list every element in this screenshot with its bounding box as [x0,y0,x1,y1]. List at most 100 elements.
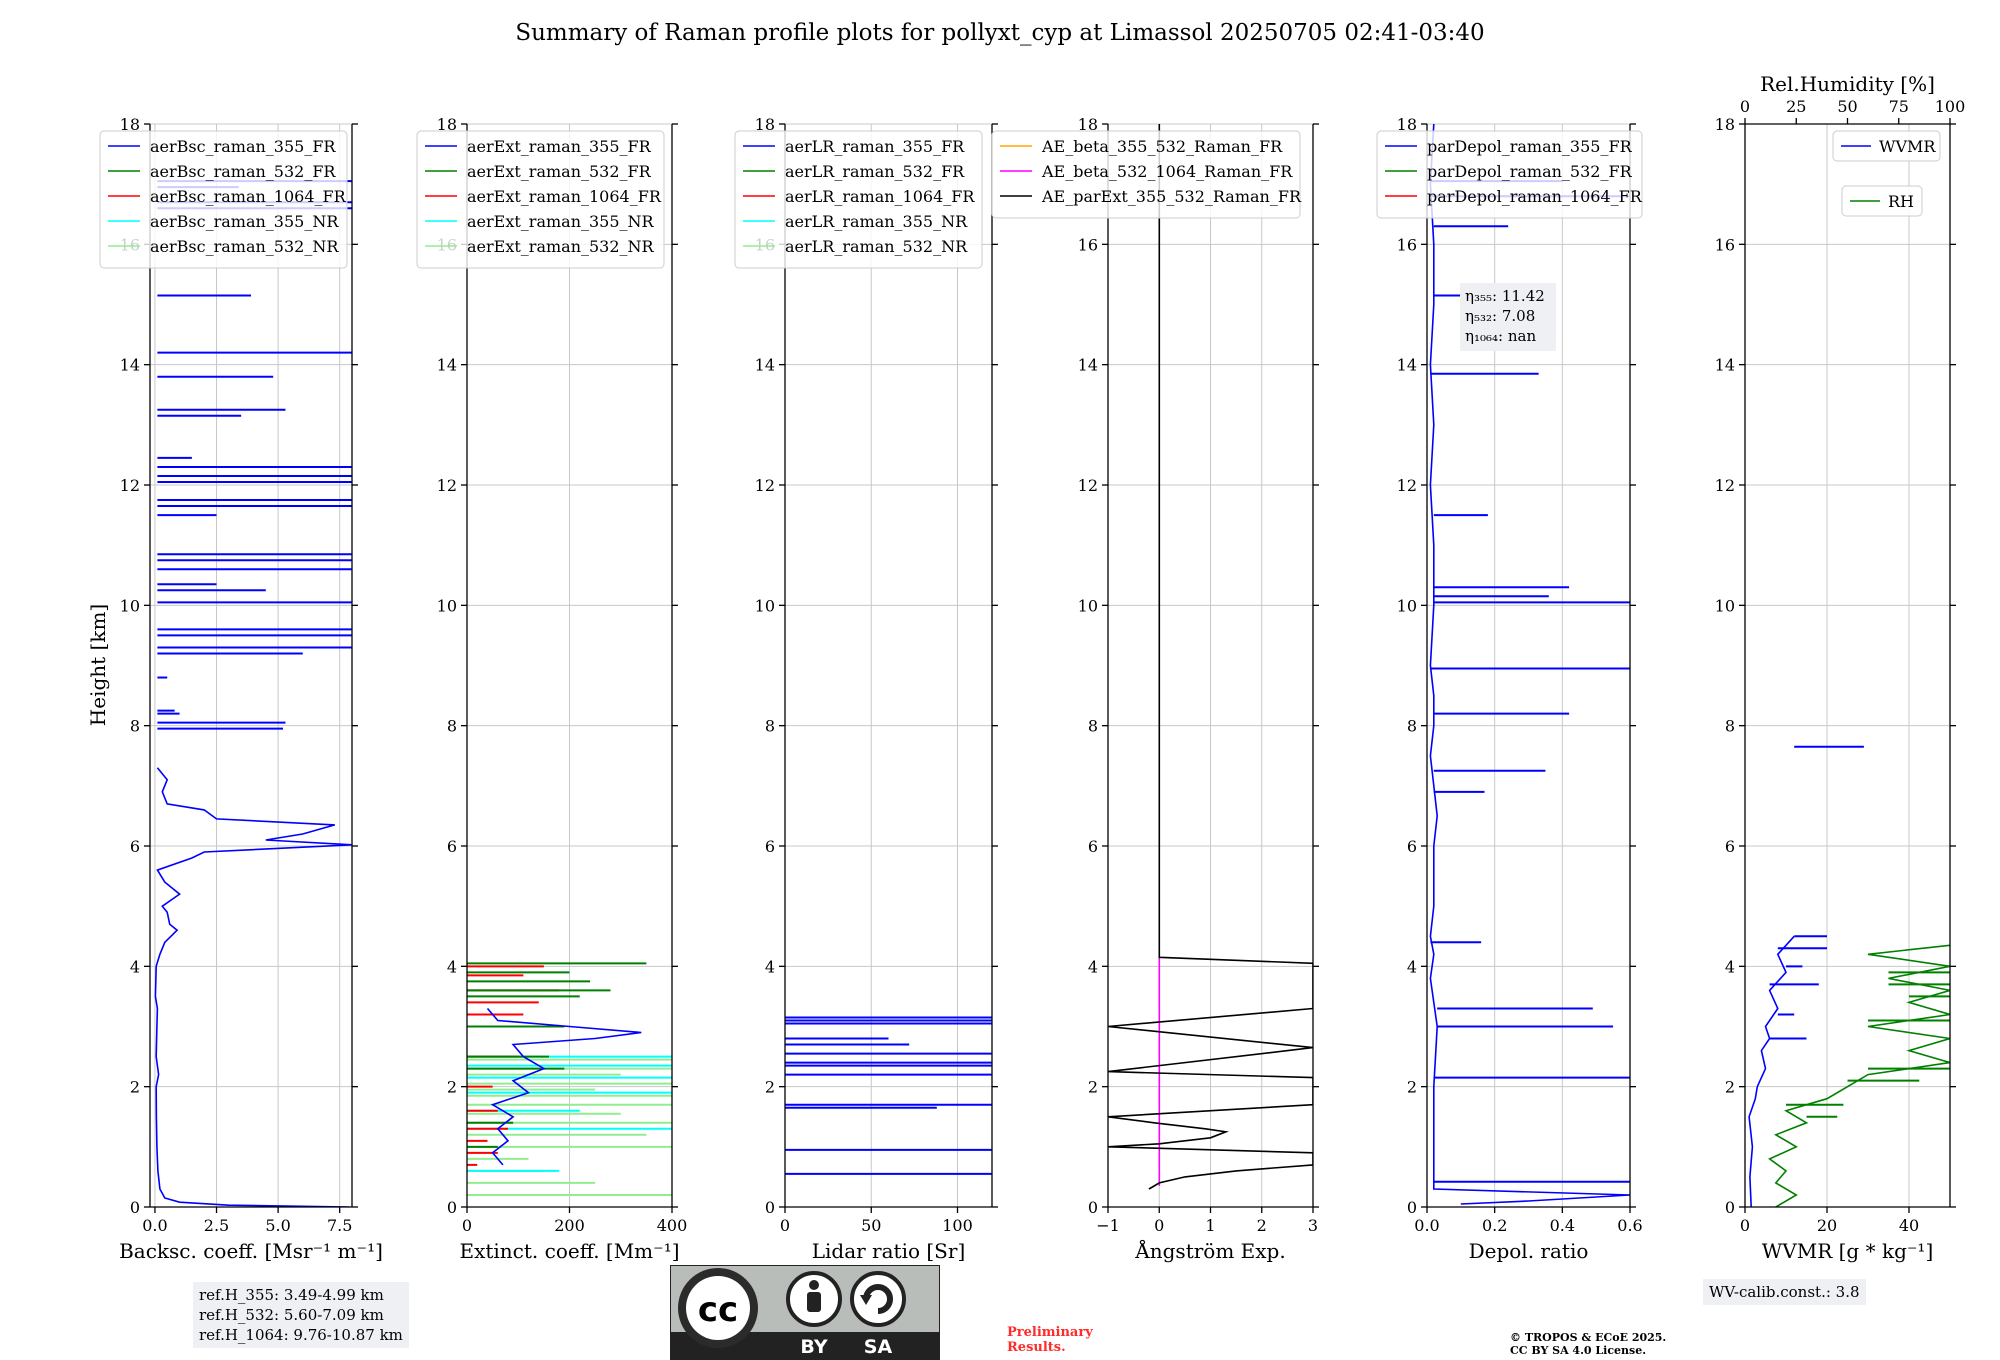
x-axis-label: Ångström Exp. [1134,1238,1285,1263]
x-axis-label: Lidar ratio [Sr] [812,1239,966,1263]
x-axis-label: Depol. ratio [1469,1239,1589,1263]
x-tick-label: 0 [1740,1216,1750,1235]
y-tick-label: 14 [1397,356,1417,375]
series-line-RH [1768,944,1950,1207]
legend-label: aerLR_raman_1064_FR [785,187,975,206]
x2-axis-label: Rel.Humidity [%] [1760,72,1935,96]
y-tick-label: 4 [447,957,457,976]
legend-box [416,130,665,269]
legend-label: aerBsc_raman_355_FR [150,137,336,156]
x-tick-label: 0.2 [1482,1216,1507,1235]
x-tick-label: 200 [554,1216,585,1235]
legend-label: aerExt_raman_532_FR [467,162,652,181]
svg-text:cc: cc [698,1290,738,1330]
y-tick-label: 4 [1725,957,1735,976]
eta-annotation: η₅₃₂: 7.08 [1465,307,1535,325]
legend-label: aerBsc_raman_1064_FR [150,187,347,206]
y-tick-label: 12 [120,476,140,495]
copyright-note: © TROPOS & ECoE 2025. CC BY SA 4.0 Licen… [1510,1331,1666,1357]
y-tick-label: 10 [755,596,775,615]
ref-height-355: ref.H_355: 3.49-4.99 km [199,1286,384,1304]
cc-sa-label: SA [864,1336,893,1358]
legend-box [991,130,1301,219]
legend-label: aerExt_raman_355_NR [467,212,655,231]
plot-area [467,962,672,1196]
plot-area [785,1016,992,1175]
y-tick-label: 12 [1715,476,1735,495]
y-tick-label: 2 [447,1078,457,1097]
x-tick-label: 0.6 [1617,1216,1642,1235]
y-tick-label: 14 [120,356,140,375]
panel-wv: 0 2 4 6 8 10 12 14 16 18 0 20 40 WVMR [g * kg⁻¹] 0 25 50… [1715,72,1966,1263]
plot-area [1108,124,1313,1190]
y-tick-label: 18 [755,115,775,134]
y-tick-label: 18 [1397,115,1417,134]
y-axis-label: Height [km] [86,604,110,726]
y-tick-label: 8 [765,717,775,736]
y-tick-label: 0 [765,1198,775,1217]
preliminary-line-2: Results. [1007,1340,1066,1355]
eta-annotation: η₃₅₅: 11.42 [1465,287,1545,305]
x-tick-label: 2.5 [204,1216,229,1235]
y-tick-label: 10 [120,596,140,615]
x-tick-label: 400 [657,1216,688,1235]
panel-extinction: 0246810121416180200400Extinct. coeff. [M… [416,115,688,1263]
y-tick-label: 12 [437,476,457,495]
y-tick-label: 18 [120,115,140,134]
legend-box [99,130,348,269]
y-tick-label: 6 [1407,837,1417,856]
legend-label: aerLR_raman_355_FR [785,137,965,156]
legend-label: aerBsc_raman_532_NR [150,237,339,256]
series-line-AE_parExt_355_532_Raman_FR [1108,124,1313,1190]
y-tick-label: 4 [765,957,775,976]
legend-label: aerExt_raman_355_FR [467,137,652,156]
legend-label: aerLR_raman_532_FR [785,162,965,181]
ref-height-532: ref.H_532: 5.60-7.09 km [199,1306,384,1324]
y-tick-label: 8 [130,717,140,736]
y-tick-label: 6 [765,837,775,856]
series-line-parDepol_raman_355_FR [1429,124,1630,1205]
y-tick-label: 2 [765,1078,775,1097]
y-tick-label: 8 [1088,717,1098,736]
x2-tick-label: 0 [1740,97,1750,116]
x-tick-label: 0.0 [142,1216,167,1235]
y-tick-label: 6 [447,837,457,856]
y-tick-label: 0 [447,1198,457,1217]
x-tick-label: 1 [1205,1216,1215,1235]
y-tick-label: 4 [1407,957,1417,976]
x-tick-label: 5.0 [265,1216,290,1235]
plot-area [154,180,352,1207]
x-tick-label: 20 [1817,1216,1837,1235]
x-axis-label: WVMR [g * kg⁻¹] [1762,1239,1934,1263]
y-tick-label: 0 [1407,1198,1417,1217]
legend-label: aerBsc_raman_532_FR [150,162,336,181]
copyright-line-2: CC BY SA 4.0 License. [1510,1344,1647,1357]
reference-heights-box: ref.H_355: 3.49-4.99 km ref.H_532: 5.60-… [193,1282,409,1348]
panel-lidar_ratio: 024681012141618050100Lidar ratio [Sr]aer… [734,115,998,1263]
y-tick-label: 0 [1725,1198,1735,1217]
cc-by-label: BY [800,1336,827,1358]
y-tick-label: 6 [130,837,140,856]
x-tick-label: 0.4 [1550,1216,1575,1235]
preliminary-line-1: Preliminary [1007,1325,1093,1340]
x-tick-label: 2 [1257,1216,1267,1235]
x-tick-label: 0.0 [1414,1216,1439,1235]
legend-label: aerExt_raman_532_NR [467,237,655,256]
preliminary-note: Preliminary Results. [1007,1325,1093,1355]
y-tick-label: 10 [1397,596,1417,615]
x-tick-label: 0 [1154,1216,1164,1235]
legend-box [1841,185,1923,217]
y-tick-label: 2 [130,1078,140,1097]
legend-box [734,130,983,269]
y-tick-label: 2 [1725,1078,1735,1097]
y-tick-label: 0 [1088,1198,1098,1217]
y-tick-label: 14 [1715,356,1735,375]
eta-box [1460,283,1556,351]
y-tick-label: 8 [447,717,457,736]
chart-title: Summary of Raman profile plots for polly… [515,20,1485,46]
x-tick-label: 50 [861,1216,881,1235]
legend-label: parDepol_raman_355_FR [1427,137,1633,156]
cc-by-sa-logo: cc BY SA [670,1265,940,1360]
legend-label: AE_parExt_355_532_Raman_FR [1041,187,1302,206]
